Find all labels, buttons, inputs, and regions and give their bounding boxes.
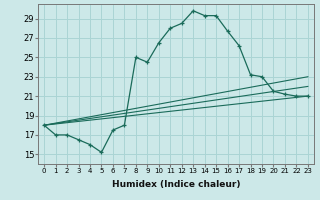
X-axis label: Humidex (Indice chaleur): Humidex (Indice chaleur) bbox=[112, 180, 240, 189]
